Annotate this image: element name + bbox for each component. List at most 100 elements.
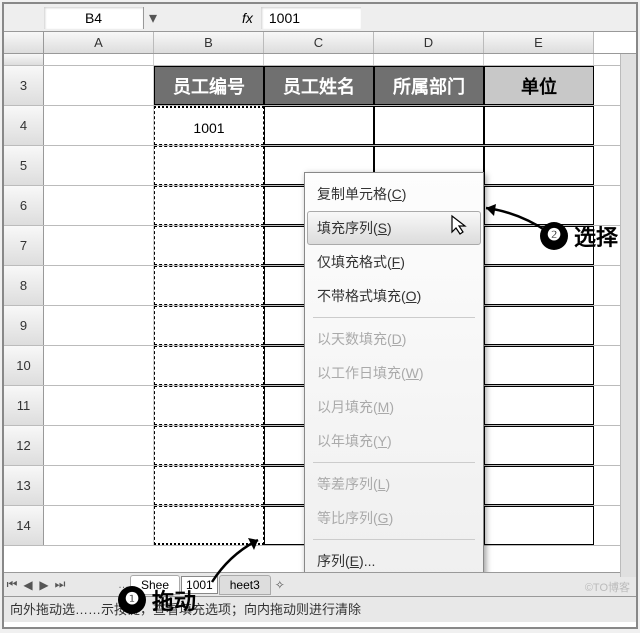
cell[interactable] bbox=[484, 106, 594, 145]
cell[interactable] bbox=[44, 226, 154, 265]
cell[interactable] bbox=[44, 106, 154, 145]
row-header[interactable] bbox=[4, 54, 44, 65]
menu-item-linear-series: 等差序列(L) bbox=[307, 467, 481, 501]
cell[interactable] bbox=[44, 466, 154, 505]
table-header-cell[interactable]: 单位 bbox=[484, 66, 594, 105]
menu-item-fill-without-format[interactable]: 不带格式填充(O) bbox=[307, 279, 481, 313]
row-header[interactable]: 7 bbox=[4, 226, 44, 265]
cell[interactable] bbox=[484, 386, 594, 425]
row-header[interactable]: 12 bbox=[4, 426, 44, 465]
cell[interactable] bbox=[484, 266, 594, 305]
cell[interactable] bbox=[44, 266, 154, 305]
grid-row: 4 1001 bbox=[4, 106, 636, 146]
status-bar: 向外拖动选……示按键，查看填充选项；向内拖动则进行清除 bbox=[4, 596, 636, 622]
callout-label: 拖动 bbox=[152, 584, 196, 616]
cell[interactable] bbox=[154, 54, 264, 65]
select-all-corner[interactable] bbox=[4, 32, 44, 53]
fx-icon[interactable]: fx bbox=[242, 10, 253, 26]
cursor-icon bbox=[450, 214, 470, 236]
row-header[interactable]: 14 bbox=[4, 506, 44, 545]
cell[interactable] bbox=[154, 226, 264, 265]
callout-2: ❷ 选择 bbox=[540, 220, 618, 252]
callout-arrow bbox=[210, 534, 270, 584]
cell[interactable] bbox=[44, 506, 154, 545]
cell[interactable] bbox=[154, 466, 264, 505]
spreadsheet-grid[interactable]: 3 员工编号 员工姓名 所属部门 单位 4 1001 5 6 7 8 9 10 … bbox=[4, 54, 636, 572]
cell[interactable] bbox=[484, 54, 594, 65]
tab-nav-last-icon[interactable]: ⏭ bbox=[52, 577, 68, 592]
cell[interactable] bbox=[484, 506, 594, 545]
row-header[interactable]: 4 bbox=[4, 106, 44, 145]
vertical-scrollbar[interactable] bbox=[620, 54, 636, 577]
menu-item-copy-cells[interactable]: 复制单元格(C) bbox=[307, 177, 481, 211]
active-cell[interactable]: 1001 bbox=[154, 106, 264, 145]
cell[interactable] bbox=[44, 386, 154, 425]
name-box-dropdown-icon[interactable]: ▾ bbox=[144, 8, 162, 28]
menu-separator bbox=[313, 539, 475, 540]
row-header[interactable]: 11 bbox=[4, 386, 44, 425]
cell[interactable] bbox=[484, 346, 594, 385]
col-header-b[interactable]: B bbox=[154, 32, 264, 53]
menu-separator bbox=[313, 317, 475, 318]
cell[interactable] bbox=[154, 426, 264, 465]
cell[interactable] bbox=[484, 466, 594, 505]
table-header-cell[interactable]: 所属部门 bbox=[374, 66, 484, 105]
row-header[interactable]: 10 bbox=[4, 346, 44, 385]
callout-label: 选择 bbox=[574, 220, 618, 252]
cell[interactable] bbox=[154, 346, 264, 385]
menu-item-growth-series: 等比序列(G) bbox=[307, 501, 481, 535]
cell[interactable] bbox=[484, 306, 594, 345]
col-header-e[interactable]: E bbox=[484, 32, 594, 53]
watermark: ©TO博客 bbox=[585, 579, 630, 595]
menu-item-fill-weekdays: 以工作日填充(W) bbox=[307, 356, 481, 390]
table-header-cell[interactable]: 员工编号 bbox=[154, 66, 264, 105]
row-header[interactable]: 13 bbox=[4, 466, 44, 505]
cell[interactable] bbox=[484, 426, 594, 465]
cell[interactable] bbox=[154, 146, 264, 185]
tab-nav-next-icon[interactable]: ▶ bbox=[36, 578, 52, 592]
row-header[interactable]: 9 bbox=[4, 306, 44, 345]
cell[interactable] bbox=[374, 54, 484, 65]
cell[interactable] bbox=[264, 54, 374, 65]
cell[interactable] bbox=[154, 266, 264, 305]
name-box[interactable]: B4 bbox=[44, 7, 144, 29]
row-header[interactable]: 8 bbox=[4, 266, 44, 305]
menu-item-series-dialog[interactable]: 序列(E)... bbox=[307, 544, 481, 572]
cell[interactable] bbox=[154, 386, 264, 425]
row-header[interactable]: 5 bbox=[4, 146, 44, 185]
callout-1: ❶ 拖动 bbox=[118, 584, 196, 616]
table-header-cell[interactable]: 员工姓名 bbox=[264, 66, 374, 105]
formula-value[interactable]: 1001 bbox=[261, 7, 361, 29]
formula-bar: B4 ▾ fx 1001 bbox=[4, 4, 636, 32]
cell[interactable] bbox=[44, 346, 154, 385]
menu-item-fill-format-only[interactable]: 仅填充格式(F) bbox=[307, 245, 481, 279]
sheet-tab-bar: ⏮ ◀ ▶ ⏭ … Shee 1001 heet3 ✧ bbox=[4, 572, 636, 596]
grid-row: 3 员工编号 员工姓名 所属部门 单位 bbox=[4, 66, 636, 106]
new-sheet-icon[interactable]: ✧ bbox=[272, 578, 288, 592]
cell[interactable] bbox=[44, 146, 154, 185]
grid-row bbox=[4, 54, 636, 66]
column-header-row: A B C D E bbox=[4, 32, 636, 54]
menu-item-fill-days: 以天数填充(D) bbox=[307, 322, 481, 356]
cell[interactable] bbox=[44, 54, 154, 65]
col-header-d[interactable]: D bbox=[374, 32, 484, 53]
tab-nav-first-icon[interactable]: ⏮ bbox=[4, 577, 20, 592]
callout-badge: ❷ bbox=[540, 222, 568, 250]
cell[interactable] bbox=[484, 146, 594, 185]
cell[interactable] bbox=[44, 426, 154, 465]
cell[interactable] bbox=[154, 186, 264, 225]
callout-badge: ❶ bbox=[118, 586, 146, 614]
cell[interactable] bbox=[44, 186, 154, 225]
col-header-a[interactable]: A bbox=[44, 32, 154, 53]
row-header[interactable]: 6 bbox=[4, 186, 44, 225]
cell[interactable] bbox=[44, 66, 154, 105]
cell[interactable] bbox=[374, 106, 484, 145]
tab-nav-prev-icon[interactable]: ◀ bbox=[20, 578, 36, 592]
menu-separator bbox=[313, 462, 475, 463]
col-header-c[interactable]: C bbox=[264, 32, 374, 53]
cell[interactable] bbox=[154, 306, 264, 345]
excel-window: B4 ▾ fx 1001 A B C D E 3 员工编号 员工姓名 所 bbox=[2, 2, 638, 629]
cell[interactable] bbox=[264, 106, 374, 145]
row-header[interactable]: 3 bbox=[4, 66, 44, 105]
cell[interactable] bbox=[44, 306, 154, 345]
